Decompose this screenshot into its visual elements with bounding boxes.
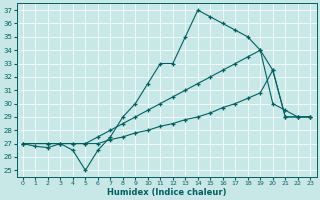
X-axis label: Humidex (Indice chaleur): Humidex (Indice chaleur) (107, 188, 226, 197)
